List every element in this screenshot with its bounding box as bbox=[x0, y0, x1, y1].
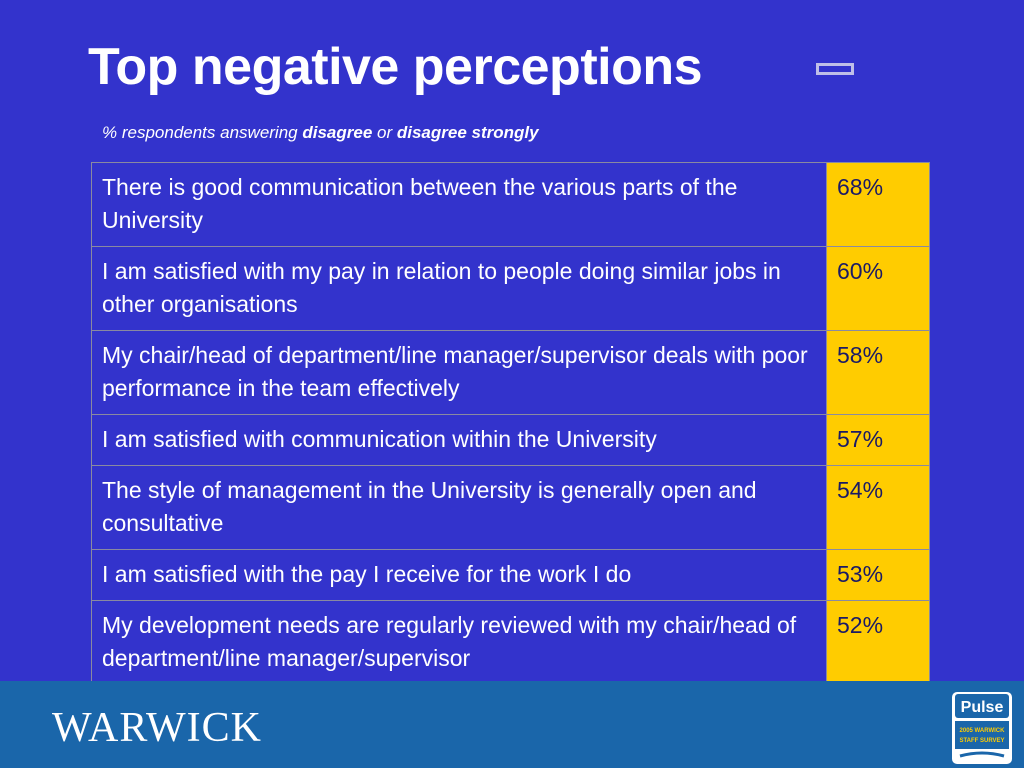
footer-bar: WARWICK Pulse 2005 WARWICK STAFF SURVEY bbox=[0, 681, 1024, 768]
pulse-logo-line1: 2005 WARWICK bbox=[960, 728, 1006, 734]
table-row: I am satisfied with my pay in relation t… bbox=[91, 246, 930, 331]
statement-cell: I am satisfied with the pay I receive fo… bbox=[91, 549, 827, 601]
subtitle: % respondents answering disagree or disa… bbox=[102, 121, 539, 145]
warwick-logo: WARWICK bbox=[52, 705, 262, 751]
pulse-logo: Pulse 2005 WARWICK STAFF SURVEY bbox=[952, 692, 1012, 764]
pulse-logo-name: Pulse bbox=[961, 699, 1004, 716]
subtitle-middle: or bbox=[372, 123, 397, 142]
statement-cell: I am satisfied with communication within… bbox=[91, 414, 827, 466]
minus-icon bbox=[816, 63, 854, 75]
statement-cell: There is good communication between the … bbox=[91, 162, 827, 247]
percent-cell: 57% bbox=[826, 414, 930, 466]
table-row: There is good communication between the … bbox=[91, 162, 930, 247]
percent-cell: 52% bbox=[826, 600, 930, 685]
percent-cell: 53% bbox=[826, 549, 930, 601]
statement-cell: I am satisfied with my pay in relation t… bbox=[91, 246, 827, 331]
table-row: I am satisfied with communication within… bbox=[91, 414, 930, 466]
subtitle-emphasis-disagree-strongly: disagree strongly bbox=[396, 123, 539, 142]
table-row: I am satisfied with the pay I receive fo… bbox=[91, 549, 930, 601]
table-row: My development needs are regularly revie… bbox=[91, 600, 930, 685]
perceptions-table: There is good communication between the … bbox=[91, 162, 930, 685]
statement-cell: The style of management in the Universit… bbox=[91, 465, 827, 550]
subtitle-emphasis-disagree: disagree bbox=[302, 123, 373, 142]
percent-cell: 68% bbox=[826, 162, 930, 247]
pulse-logo-line2: STAFF SURVEY bbox=[959, 738, 1004, 744]
percent-cell: 58% bbox=[826, 330, 930, 415]
table-row: My chair/head of department/line manager… bbox=[91, 330, 930, 415]
page-title: Top negative perceptions bbox=[88, 38, 703, 96]
statement-cell: My development needs are regularly revie… bbox=[91, 600, 827, 685]
statement-cell: My chair/head of department/line manager… bbox=[91, 330, 827, 415]
subtitle-prefix: % respondents answering bbox=[102, 123, 303, 142]
table-row: The style of management in the Universit… bbox=[91, 465, 930, 550]
percent-cell: 54% bbox=[826, 465, 930, 550]
percent-cell: 60% bbox=[826, 246, 930, 331]
